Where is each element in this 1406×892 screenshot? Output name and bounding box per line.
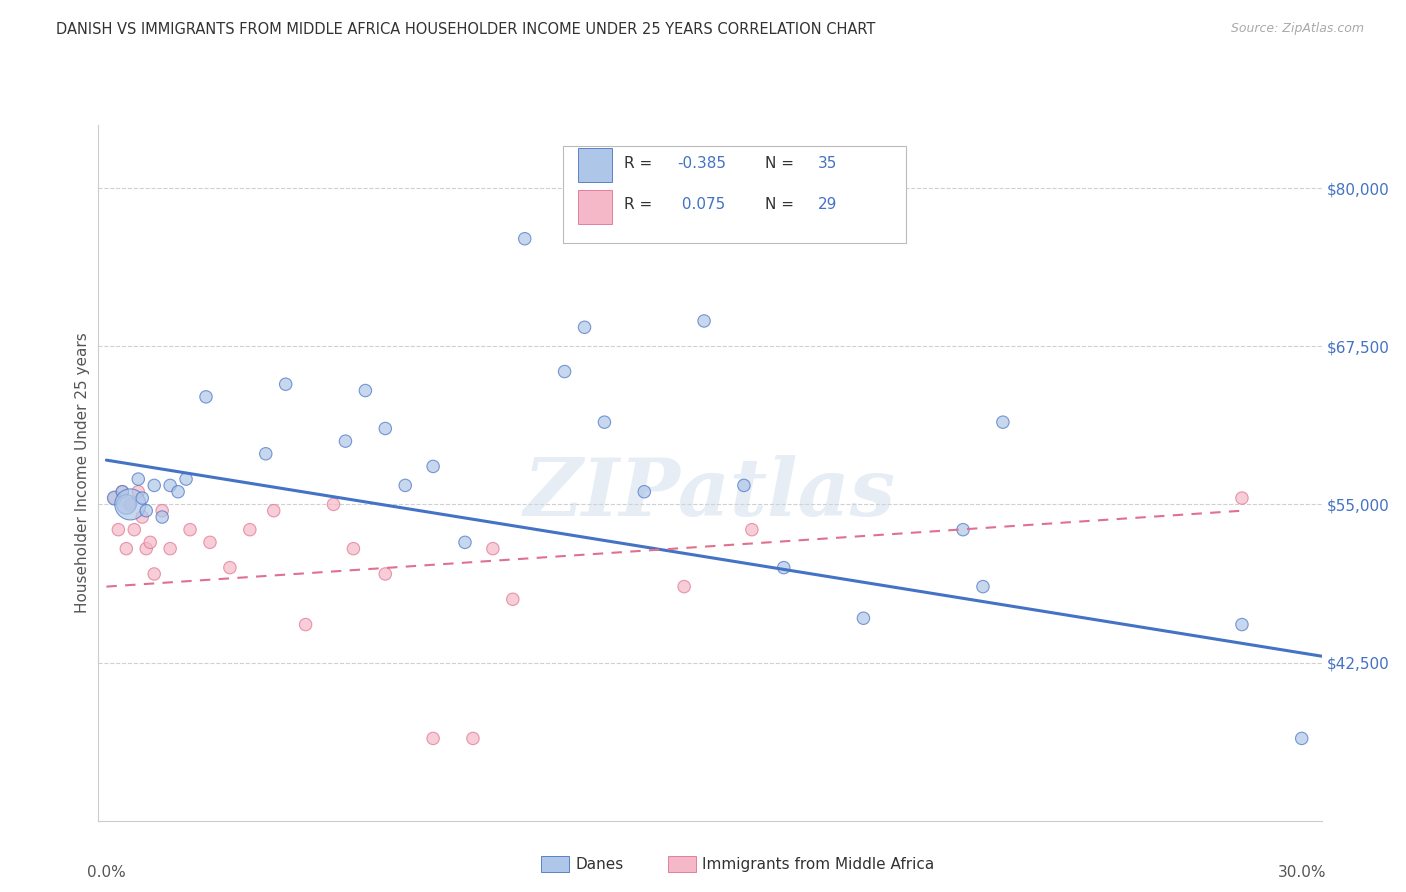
Point	[159, 541, 181, 556]
Point	[593, 415, 616, 429]
Point	[131, 510, 153, 524]
Point	[143, 478, 166, 492]
Point	[150, 504, 173, 518]
Point	[1230, 617, 1253, 632]
Point	[274, 377, 297, 392]
Point	[482, 541, 505, 556]
Text: 29: 29	[818, 197, 837, 212]
Text: Danes: Danes	[575, 857, 623, 871]
Bar	[578, 190, 612, 224]
Point	[143, 566, 166, 581]
Point	[991, 415, 1014, 429]
Point	[772, 560, 794, 574]
Point	[120, 497, 142, 511]
Point	[174, 472, 197, 486]
Point	[103, 491, 125, 505]
Point	[422, 459, 444, 474]
Point	[107, 523, 129, 537]
Point	[263, 504, 285, 518]
Point	[120, 497, 142, 511]
Point	[219, 560, 242, 574]
Point	[741, 523, 763, 537]
Point	[422, 731, 444, 746]
Point	[733, 478, 755, 492]
Point	[103, 491, 125, 505]
Point	[461, 731, 484, 746]
Text: R =: R =	[624, 197, 658, 212]
Point	[115, 541, 138, 556]
Point	[294, 617, 316, 632]
Point	[195, 390, 218, 404]
Point	[239, 523, 262, 537]
Point	[111, 484, 134, 499]
Point	[254, 447, 277, 461]
Point	[115, 497, 138, 511]
Point	[633, 484, 655, 499]
Text: 30.0%: 30.0%	[1278, 865, 1326, 880]
Point	[673, 580, 696, 594]
Point	[952, 523, 974, 537]
Text: Immigrants from Middle Africa: Immigrants from Middle Africa	[702, 857, 934, 871]
Point	[159, 478, 181, 492]
Point	[131, 491, 153, 505]
Text: DANISH VS IMMIGRANTS FROM MIDDLE AFRICA HOUSEHOLDER INCOME UNDER 25 YEARS CORREL: DANISH VS IMMIGRANTS FROM MIDDLE AFRICA …	[56, 22, 876, 37]
Point	[554, 365, 576, 379]
Point	[335, 434, 357, 449]
Point	[150, 510, 173, 524]
Point	[1230, 491, 1253, 505]
Point	[693, 314, 716, 328]
Text: 35: 35	[818, 155, 837, 170]
Point	[972, 580, 994, 594]
Point	[374, 421, 396, 435]
Point	[394, 478, 416, 492]
Point	[374, 566, 396, 581]
Point	[139, 535, 162, 549]
Y-axis label: Householder Income Under 25 years: Householder Income Under 25 years	[75, 333, 90, 613]
Text: -0.385: -0.385	[678, 155, 725, 170]
Text: Source: ZipAtlas.com: Source: ZipAtlas.com	[1230, 22, 1364, 36]
Text: N =: N =	[765, 155, 799, 170]
Text: 0.0%: 0.0%	[87, 865, 125, 880]
FancyBboxPatch shape	[564, 145, 905, 244]
Point	[852, 611, 875, 625]
Point	[342, 541, 364, 556]
Point	[167, 484, 190, 499]
Point	[454, 535, 477, 549]
Bar	[578, 148, 612, 182]
Point	[127, 484, 149, 499]
Point	[124, 523, 146, 537]
Point	[322, 497, 344, 511]
Point	[354, 384, 377, 398]
Text: N =: N =	[765, 197, 799, 212]
Point	[1291, 731, 1313, 746]
Text: 0.075: 0.075	[678, 197, 725, 212]
Text: ZIPatlas: ZIPatlas	[524, 455, 896, 533]
Point	[111, 484, 134, 499]
Point	[135, 541, 157, 556]
Point	[135, 504, 157, 518]
Point	[502, 592, 524, 607]
Point	[179, 523, 201, 537]
Text: R =: R =	[624, 155, 658, 170]
Point	[574, 320, 596, 334]
Point	[198, 535, 221, 549]
Point	[513, 232, 536, 246]
Point	[127, 472, 149, 486]
